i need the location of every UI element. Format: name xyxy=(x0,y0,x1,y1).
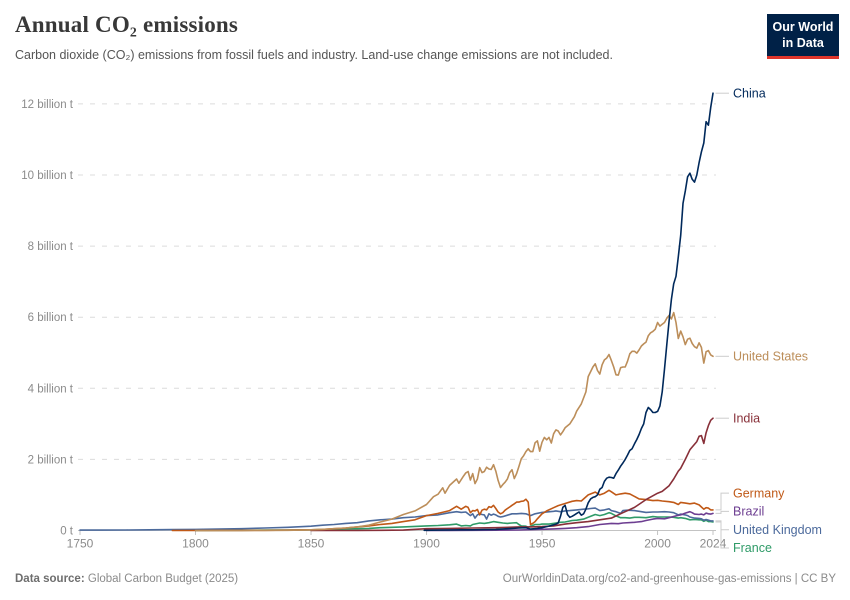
x-tick-label: 1900 xyxy=(413,537,440,551)
label-connector-germany xyxy=(715,492,729,511)
series-label-india[interactable]: India xyxy=(733,411,760,425)
x-axis: 1750 1800 1850 1900 1950 2000 2024 xyxy=(67,530,727,551)
series-line-united-kingdom[interactable] xyxy=(79,507,714,531)
series-label-united-kingdom[interactable]: United Kingdom xyxy=(733,523,822,537)
x-tick-label: 2024 xyxy=(700,537,727,551)
page-title: Annual CO₂ emissions xyxy=(15,12,239,37)
series-line-germany[interactable] xyxy=(171,489,714,532)
x-tick-label: 1850 xyxy=(298,537,325,551)
canonical-url-link[interactable]: OurWorldinData.org/co2-and-greenhouse-ga… xyxy=(502,573,836,585)
y-tick-label: 6 billion t xyxy=(28,312,74,324)
chart-footer: Data source: Global Carbon Budget (2025)… xyxy=(15,573,836,585)
series-line-china[interactable] xyxy=(423,92,714,532)
series-label-germany[interactable]: Germany xyxy=(733,486,785,500)
y-tick-label: 10 billion t xyxy=(21,170,74,182)
x-tick-label: 1750 xyxy=(67,537,94,551)
series-line-india[interactable] xyxy=(310,417,714,532)
series-line-france[interactable] xyxy=(194,511,714,532)
data-source: Data source: Global Carbon Budget (2025) xyxy=(15,573,238,585)
y-tick-label: 8 billion t xyxy=(28,241,74,253)
series-line-united-states[interactable] xyxy=(194,311,714,532)
series-label-china[interactable]: China xyxy=(733,86,766,100)
series-label-france[interactable]: France xyxy=(733,541,772,555)
series-label-united-states[interactable]: United States xyxy=(733,350,808,364)
x-tick-label: 1800 xyxy=(182,537,209,551)
y-tick-label: 2 billion t xyxy=(28,454,74,466)
label-connector-france xyxy=(715,521,729,549)
data-source-text: Global Carbon Budget (2025) xyxy=(87,573,239,585)
owid-logo[interactable]: Our World in Data xyxy=(767,14,839,59)
series-label-brazil[interactable]: Brazil xyxy=(733,505,764,519)
y-tick-label: 0 t xyxy=(60,526,74,538)
data-source-label: Data source: xyxy=(15,573,85,585)
x-tick-label: 2000 xyxy=(644,537,671,551)
chart-subtitle: Carbon dioxide (CO₂) emissions from foss… xyxy=(15,48,613,62)
y-tick-label: 12 billion t xyxy=(21,99,74,111)
label-connector-brazil xyxy=(715,510,729,514)
owid-logo-line1: Our World xyxy=(772,20,834,34)
series-lines xyxy=(79,92,714,532)
y-axis-labels: 0 t 2 billion t 4 billion t 6 billion t 8 bi… xyxy=(21,99,74,538)
series-end-labels: China United States India Germany Brazil Unit… xyxy=(715,86,822,555)
series-line-brazil[interactable] xyxy=(425,510,714,532)
owid-logo-line2: in Data xyxy=(782,36,824,51)
x-tick-label: 1950 xyxy=(529,537,556,551)
y-tick-label: 4 billion t xyxy=(28,383,74,395)
chart-header: Annual CO₂ emissions Carbon dioxide (CO₂… xyxy=(15,12,735,63)
